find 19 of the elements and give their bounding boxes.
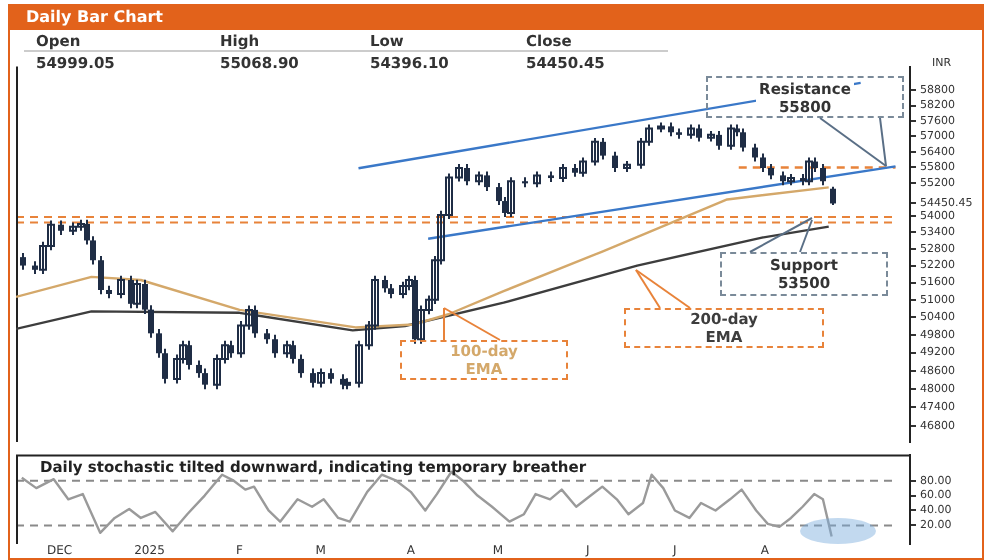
candlestick bbox=[612, 150, 618, 173]
candlestick bbox=[507, 176, 515, 219]
candlestick bbox=[133, 278, 141, 310]
candlestick bbox=[579, 156, 587, 178]
candlestick bbox=[820, 163, 826, 187]
candlestick bbox=[727, 123, 735, 151]
candlestick bbox=[272, 333, 278, 359]
candlestick bbox=[830, 185, 836, 206]
candlestick bbox=[290, 339, 296, 365]
chart-title: Daily Bar Chart bbox=[10, 6, 982, 30]
candlestick bbox=[186, 339, 192, 371]
candlestick bbox=[740, 127, 746, 153]
candlestick bbox=[298, 353, 304, 379]
candlestick bbox=[805, 156, 813, 187]
candlestick bbox=[252, 304, 258, 339]
candlestick bbox=[202, 367, 208, 391]
candlestick bbox=[591, 136, 599, 167]
candlestick bbox=[98, 255, 104, 296]
candlestick bbox=[760, 152, 766, 173]
